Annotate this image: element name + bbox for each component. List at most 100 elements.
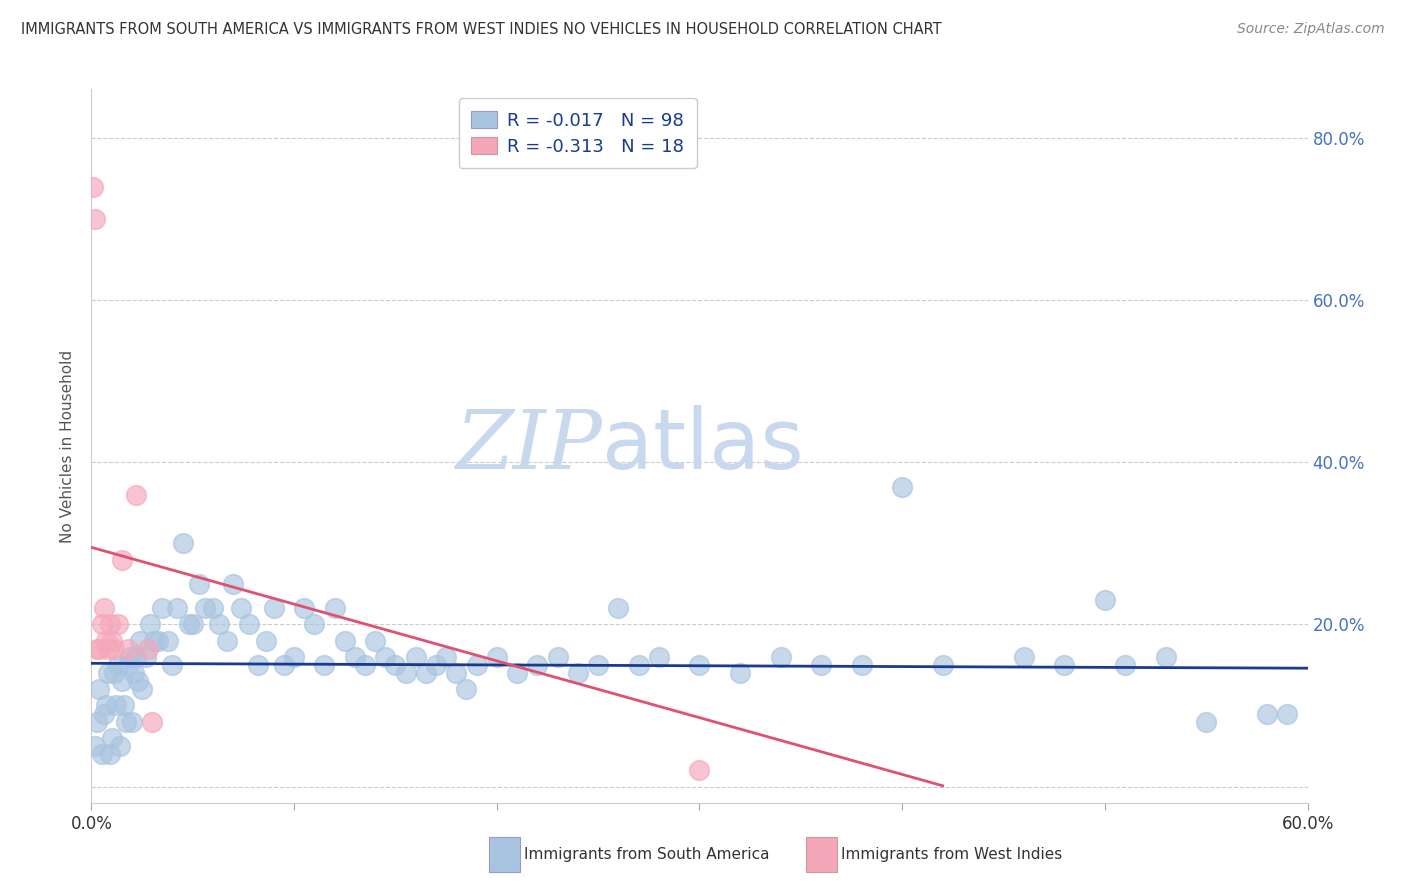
Point [851, 657, 873, 672]
Point [485, 649, 508, 664]
Point [177, 617, 200, 632]
Point [891, 479, 914, 493]
Point [172, 536, 194, 550]
Point [98, 747, 121, 761]
Point [86, 641, 108, 656]
Point [100, 731, 122, 745]
Point [166, 601, 188, 615]
Point [1053, 657, 1076, 672]
Point [100, 633, 122, 648]
Point [394, 666, 416, 681]
Point [82, 179, 104, 194]
Point [263, 601, 285, 615]
Point [86, 714, 108, 729]
Point [1094, 593, 1116, 607]
Point [148, 633, 170, 648]
Point [283, 649, 305, 664]
Point [374, 649, 396, 664]
Point [323, 601, 346, 615]
Point [354, 657, 377, 672]
Point [98, 617, 121, 632]
Point [89, 682, 111, 697]
Point [118, 649, 141, 664]
Point [364, 633, 387, 648]
Point [97, 666, 120, 681]
Point [93, 601, 115, 615]
Point [157, 633, 180, 648]
Point [1256, 706, 1278, 721]
Point [125, 488, 148, 502]
Point [333, 633, 356, 648]
Point [117, 641, 139, 656]
Point [304, 617, 326, 632]
Point [94, 698, 117, 713]
Point [121, 714, 143, 729]
Point [526, 657, 548, 672]
Point [465, 657, 488, 672]
Point [117, 657, 139, 672]
Text: Source: ZipAtlas.com: Source: ZipAtlas.com [1237, 22, 1385, 37]
Point [139, 617, 162, 632]
Point [931, 657, 953, 672]
Point [425, 657, 447, 672]
Point [111, 552, 134, 566]
Point [769, 649, 792, 664]
Point [384, 657, 406, 672]
Point [136, 641, 159, 656]
Point [231, 601, 253, 615]
Point [94, 633, 117, 648]
Point [1114, 657, 1136, 672]
Point [143, 633, 166, 648]
Text: ZIP: ZIP [456, 406, 602, 486]
Text: atlas: atlas [602, 406, 804, 486]
Point [131, 682, 153, 697]
Point [607, 601, 630, 615]
Point [586, 657, 609, 672]
Point [97, 641, 120, 656]
Point [1012, 649, 1035, 664]
Point [415, 666, 437, 681]
Point [181, 617, 204, 632]
Point [89, 641, 111, 656]
Point [238, 617, 260, 632]
Point [103, 641, 125, 656]
Text: Immigrants from West Indies: Immigrants from West Indies [841, 847, 1062, 862]
Point [1154, 649, 1177, 664]
Legend: R = -0.017   N = 98, R = -0.313   N = 18: R = -0.017 N = 98, R = -0.313 N = 18 [458, 98, 697, 169]
Point [194, 601, 217, 615]
Point [273, 657, 295, 672]
Point [104, 698, 127, 713]
Point [112, 698, 135, 713]
Text: IMMIGRANTS FROM SOUTH AMERICA VS IMMIGRANTS FROM WEST INDIES NO VEHICLES IN HOUS: IMMIGRANTS FROM SOUTH AMERICA VS IMMIGRA… [21, 22, 942, 37]
Point [222, 577, 245, 591]
Point [103, 666, 125, 681]
Point [84, 739, 107, 753]
Point [208, 617, 231, 632]
Point [506, 666, 529, 681]
Point [456, 682, 478, 697]
Point [108, 739, 131, 753]
Point [444, 666, 467, 681]
Point [129, 633, 152, 648]
Point [292, 601, 315, 615]
Point [254, 633, 277, 648]
Point [187, 577, 209, 591]
Point [405, 649, 427, 664]
Point [434, 649, 457, 664]
Point [567, 666, 589, 681]
Point [93, 706, 115, 721]
Point [810, 657, 832, 672]
Point [135, 649, 157, 664]
Point [127, 674, 149, 689]
Point [162, 657, 184, 672]
Point [107, 657, 129, 672]
Point [90, 747, 112, 761]
Point [627, 657, 650, 672]
Y-axis label: No Vehicles in Household: No Vehicles in Household [60, 350, 76, 542]
Text: Immigrants from South America: Immigrants from South America [524, 847, 770, 862]
Point [115, 714, 138, 729]
Point [107, 617, 129, 632]
Point [111, 674, 134, 689]
Point [150, 601, 173, 615]
Point [202, 601, 225, 615]
